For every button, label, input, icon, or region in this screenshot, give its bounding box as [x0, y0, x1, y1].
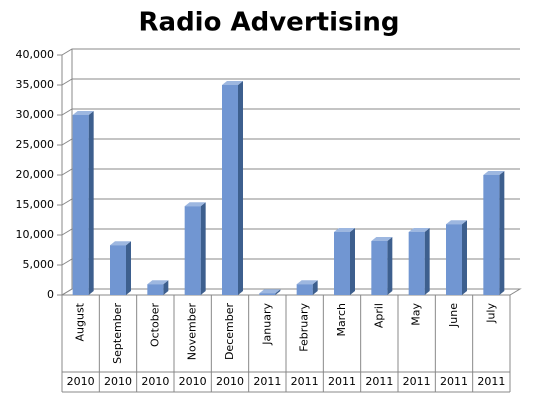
bar-side: [462, 220, 467, 295]
year-label: 2011: [477, 375, 505, 388]
bar-top: [408, 228, 430, 232]
bar-top: [110, 241, 131, 246]
x-tick-label: May: [410, 303, 423, 326]
bar-top: [72, 111, 94, 115]
bar: [110, 245, 126, 295]
bar: [296, 284, 313, 295]
x-tick-label: August: [74, 302, 87, 341]
bar: [483, 175, 500, 295]
year-label: 2011: [328, 375, 356, 388]
y-tick-label: 30,000: [16, 108, 55, 121]
bar-top: [334, 228, 355, 232]
y-tick-label: 20,000: [16, 168, 55, 181]
x-tick-label: April: [372, 303, 385, 328]
bar-top: [147, 280, 169, 285]
y-tick-label: 10,000: [16, 228, 55, 241]
year-label: 2011: [440, 375, 468, 388]
y-tick-label: 25,000: [16, 138, 55, 151]
bar-top: [371, 237, 393, 241]
grid-line: [61, 228, 520, 236]
y-tick-label: 15,000: [16, 198, 55, 211]
bar-side: [424, 228, 430, 295]
bar-top: [296, 280, 318, 285]
x-tick-label: June: [447, 303, 460, 328]
year-label: 2011: [253, 375, 281, 388]
bar: [222, 85, 238, 295]
year-label: 2010: [141, 375, 169, 388]
bar-top: [483, 171, 505, 175]
bar-side: [387, 237, 393, 295]
x-tick-label: December: [223, 303, 236, 361]
bar-side: [200, 202, 206, 295]
x-tick-label: July: [484, 303, 497, 324]
x-tick-label: October: [148, 303, 161, 347]
x-tick-label: January: [260, 303, 273, 346]
x-tick-label: September: [111, 303, 124, 364]
bar-side: [238, 81, 243, 295]
y-tick-label: 40,000: [16, 48, 55, 61]
bar: [184, 206, 201, 295]
grid-line: [61, 198, 520, 206]
bar-top: [259, 289, 281, 294]
bar: [446, 224, 462, 295]
grid-line: [61, 108, 520, 116]
bar-side: [275, 289, 281, 295]
year-label: 2011: [365, 375, 393, 388]
year-label: 2010: [67, 375, 95, 388]
grid-line: [61, 78, 520, 86]
grid-line: [61, 138, 520, 146]
y-tick-label: 5,000: [23, 258, 55, 271]
bar-side: [312, 280, 318, 295]
bar: [371, 241, 388, 295]
bar-side: [88, 111, 94, 295]
bar-top: [184, 202, 206, 207]
grid-line: [61, 288, 520, 296]
x-tick-label: February: [298, 303, 311, 352]
chart-title: Radio Advertising: [139, 8, 400, 38]
bar-top: [446, 220, 467, 225]
year-label: 2011: [403, 375, 431, 388]
bar: [408, 232, 425, 295]
y-tick-label: 35,000: [16, 78, 55, 91]
year-label: 2010: [179, 375, 207, 388]
bar-side: [163, 280, 169, 295]
bar-top: [222, 81, 243, 85]
x-tick-label: March: [335, 303, 348, 337]
x-tick-label: November: [186, 303, 199, 361]
y-tick-label: 0: [47, 288, 54, 301]
bar: [72, 115, 89, 295]
bar-side: [350, 228, 355, 295]
bar: [147, 284, 164, 295]
grid-line: [61, 48, 520, 56]
bar: [334, 232, 350, 295]
year-label: 2010: [104, 375, 132, 388]
bar: [259, 293, 276, 295]
bar-side: [499, 171, 505, 295]
year-label: 2011: [291, 375, 319, 388]
grid-line: [61, 168, 520, 176]
bar-side: [126, 241, 131, 295]
grid-line: [61, 258, 520, 266]
year-label: 2010: [216, 375, 244, 388]
